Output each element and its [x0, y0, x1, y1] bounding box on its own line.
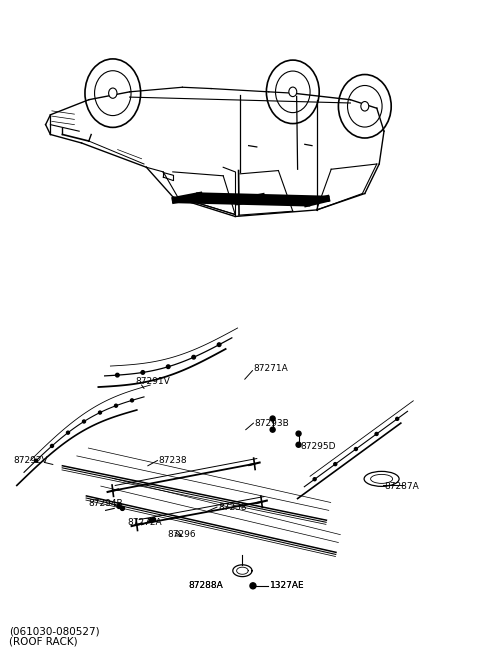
Circle shape — [67, 431, 70, 434]
Circle shape — [296, 442, 301, 447]
Circle shape — [192, 356, 195, 359]
Circle shape — [167, 365, 170, 369]
Circle shape — [354, 447, 358, 451]
Text: 87238: 87238 — [218, 502, 247, 512]
Text: (ROOF RACK): (ROOF RACK) — [9, 636, 77, 647]
Circle shape — [35, 459, 37, 462]
Circle shape — [131, 399, 133, 402]
Text: 87287A: 87287A — [384, 482, 419, 491]
Circle shape — [396, 417, 399, 420]
Text: 87271A: 87271A — [253, 364, 288, 373]
Text: 87291V: 87291V — [136, 377, 170, 386]
Text: 1327AE: 1327AE — [270, 581, 305, 590]
Circle shape — [115, 404, 118, 407]
Circle shape — [313, 478, 316, 481]
Circle shape — [296, 431, 301, 436]
Text: 87294B: 87294B — [89, 499, 123, 508]
Circle shape — [149, 518, 153, 522]
Circle shape — [250, 583, 256, 589]
Text: 87296: 87296 — [167, 530, 196, 539]
Text: (061030-080527): (061030-080527) — [9, 626, 99, 637]
Circle shape — [152, 518, 156, 522]
Text: 87295D: 87295D — [300, 441, 336, 451]
Circle shape — [375, 432, 378, 436]
Text: 87288A: 87288A — [189, 581, 223, 590]
Ellipse shape — [289, 87, 297, 96]
Circle shape — [116, 373, 119, 377]
Text: 87288A: 87288A — [189, 581, 223, 590]
Text: 1327AE: 1327AE — [270, 581, 305, 590]
Text: 87293B: 87293B — [254, 419, 289, 428]
Circle shape — [217, 343, 221, 346]
Circle shape — [120, 506, 124, 510]
Circle shape — [270, 427, 275, 432]
Ellipse shape — [361, 102, 369, 111]
Ellipse shape — [108, 88, 117, 98]
Circle shape — [98, 411, 101, 414]
Circle shape — [50, 444, 53, 447]
Circle shape — [141, 371, 144, 374]
Text: 87292V: 87292V — [13, 456, 48, 465]
Text: 87272A: 87272A — [127, 518, 162, 527]
Circle shape — [83, 420, 85, 423]
Circle shape — [334, 462, 337, 466]
Circle shape — [117, 504, 121, 508]
Text: 87238: 87238 — [158, 456, 187, 465]
Circle shape — [270, 416, 275, 421]
